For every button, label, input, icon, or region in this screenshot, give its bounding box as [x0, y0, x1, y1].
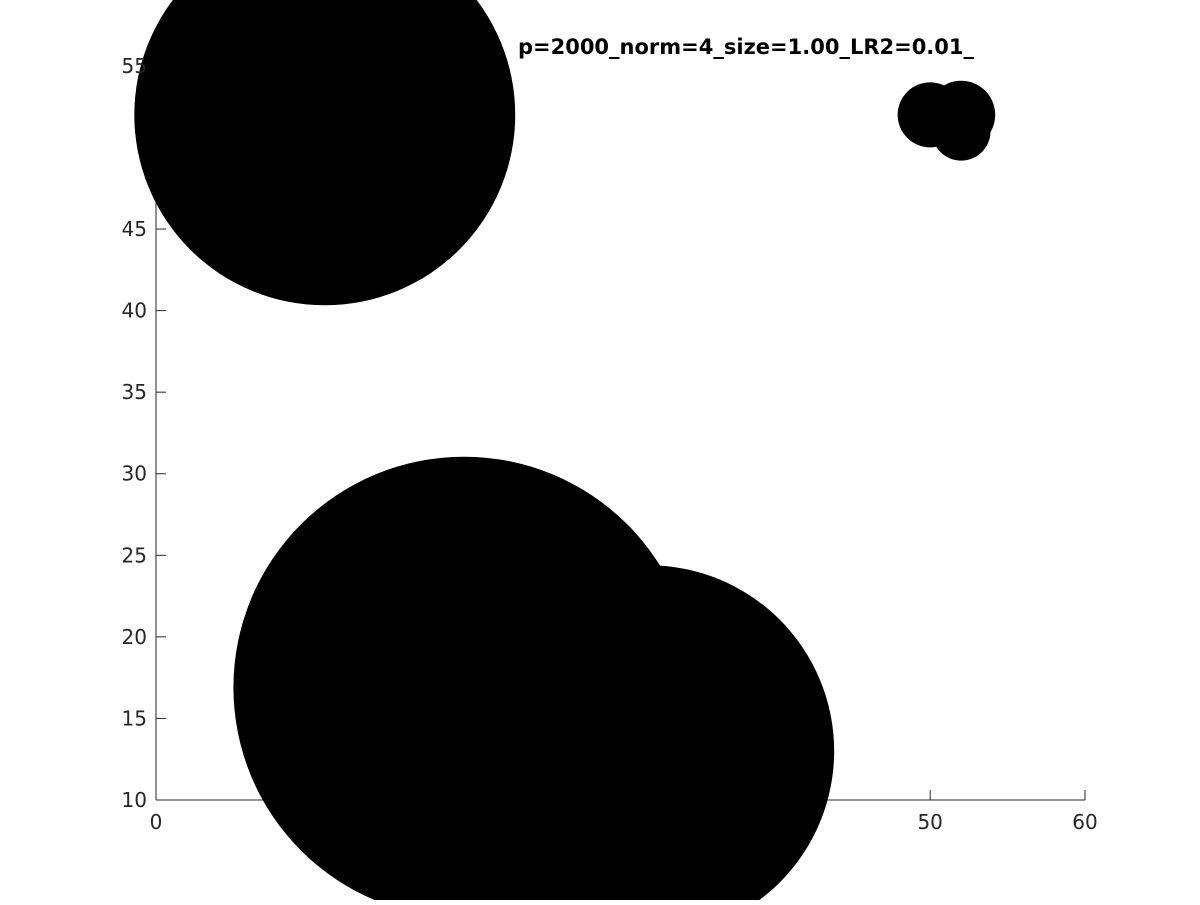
y-tick-label: 20 [122, 625, 147, 649]
tick-labels: 0 50 60 10 15 20 25 30 35 40 45 55 [122, 54, 1098, 834]
data-point [134, 0, 516, 306]
y-tick-label: 40 [122, 299, 147, 323]
data-point [462, 565, 835, 905]
y-tick-label: 25 [122, 543, 147, 567]
y-tick-label: 55 [122, 54, 147, 78]
y-tick-label: 45 [122, 217, 147, 241]
chart-title: p=2000_norm=4_size=1.00_LR2=0.01_ [518, 35, 975, 59]
data-point [931, 101, 991, 161]
x-tick-label: 0 [150, 810, 163, 834]
y-tick-label: 10 [122, 788, 147, 812]
x-tick-label: 60 [1072, 810, 1097, 834]
data-points [134, 0, 996, 905]
y-tick-label: 15 [122, 706, 147, 730]
y-tick-label: 30 [122, 462, 147, 486]
y-tick-label: 35 [122, 380, 147, 404]
x-tick-label: 50 [917, 810, 942, 834]
data-point [142, 85, 217, 161]
